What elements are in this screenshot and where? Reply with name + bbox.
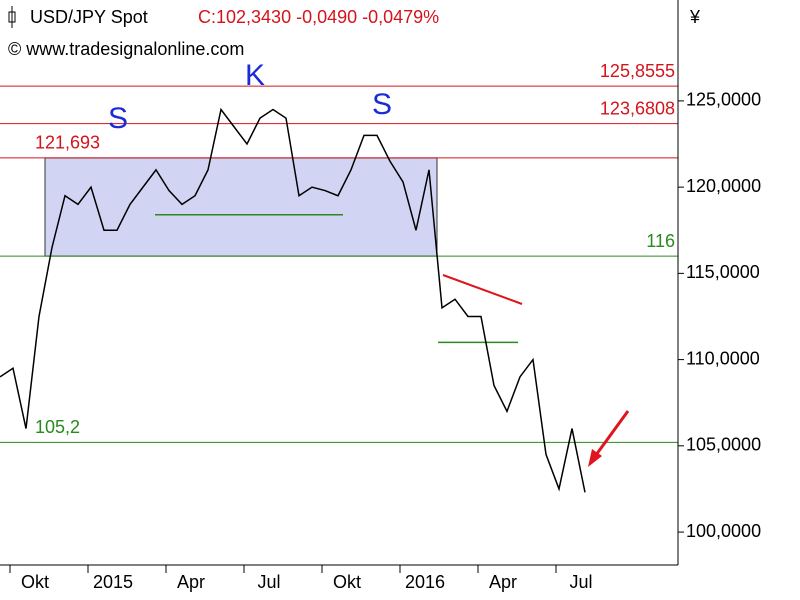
level-label: 105,2 xyxy=(35,417,80,437)
y-tick-label: 110,0000 xyxy=(686,348,760,368)
quote: C:102,3430 -0,0490 -0,0479% xyxy=(198,7,439,27)
x-tick-label: Jul xyxy=(257,572,280,592)
x-tick-label: Okt xyxy=(21,572,49,592)
chart-title: USD/JPY Spot xyxy=(30,7,148,27)
price-line xyxy=(0,107,586,493)
x-tick-label: Apr xyxy=(177,572,205,592)
y-tick-label: 115,0000 xyxy=(686,262,760,282)
level-label: 125,8555 xyxy=(600,61,675,81)
y-axis-label: ¥ xyxy=(689,7,701,27)
arrow xyxy=(588,410,630,467)
legend-icon xyxy=(8,6,16,28)
y-tick-label: 100,0000 xyxy=(686,521,761,541)
y-tick-label: 120,0000 xyxy=(686,176,761,196)
x-tick-label: 2016 xyxy=(405,572,445,592)
level-label: 121,693 xyxy=(35,133,100,153)
level-label: 123,6808 xyxy=(600,98,675,118)
y-tick-label: 105,0000 xyxy=(686,435,761,455)
x-tick-label: Jul xyxy=(569,572,592,592)
x-tick-label: 2015 xyxy=(93,572,133,592)
annotation: K xyxy=(245,59,265,92)
trend-line xyxy=(442,274,523,305)
x-tick-label: Apr xyxy=(489,572,517,592)
range-box xyxy=(44,157,438,257)
x-tick-label: Okt xyxy=(333,572,361,592)
y-tick-label: 125,0000 xyxy=(686,90,761,110)
annotation: S xyxy=(108,102,128,135)
annotation: S xyxy=(372,88,392,121)
source: © www.tradesignalonline.com xyxy=(8,39,244,59)
level-label: 116 xyxy=(646,231,675,251)
